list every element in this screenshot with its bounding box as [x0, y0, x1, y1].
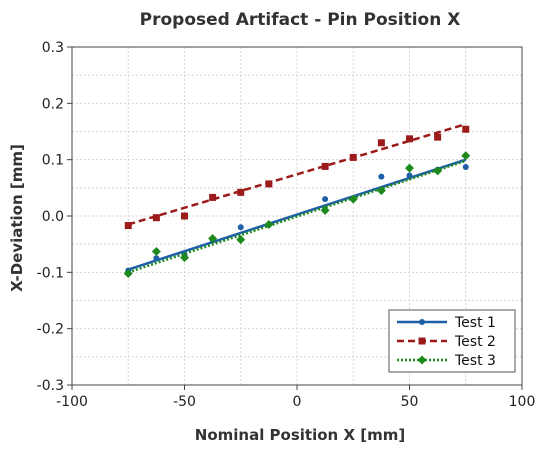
series-2-fit-line	[127, 122, 467, 226]
y-tick-label: 0.3	[42, 40, 64, 56]
legend-marker-1	[419, 319, 425, 325]
x-tick-label: 50	[401, 394, 419, 410]
series-2-point	[377, 139, 385, 147]
series-2-point	[152, 214, 160, 222]
series-2-point	[434, 133, 442, 141]
series-3-point	[180, 253, 189, 263]
legend-label-1: Test 1	[454, 315, 496, 331]
legend-box	[388, 309, 516, 373]
series-3-point	[376, 186, 386, 196]
series-3-point	[208, 234, 218, 244]
series-2-point	[265, 180, 273, 188]
x-axis-label: Nominal Position X [mm]	[195, 426, 405, 444]
series-3-point	[405, 163, 414, 173]
y-tick-label: -0.2	[37, 322, 64, 338]
series-3	[123, 151, 471, 278]
series-2-point	[209, 193, 217, 201]
series-1-point	[406, 172, 413, 179]
y-axis-label: X-Deviation [mm]	[8, 144, 26, 292]
series-1-point	[237, 224, 244, 231]
series-3-point	[348, 194, 358, 204]
series-3-point	[433, 166, 443, 176]
legend-label-3: Test 3	[454, 353, 496, 369]
y-tick-label: 0.0	[42, 209, 64, 225]
legend-label-2: Test 2	[454, 334, 496, 350]
x-tick-label: 100	[509, 394, 536, 410]
legend-marker-3	[417, 355, 427, 365]
legend-marker-2	[418, 337, 426, 345]
chart-title: Proposed Artifact - Pin Position X	[140, 10, 461, 30]
series-3-fit-line	[127, 159, 467, 274]
series-2-point	[349, 153, 357, 161]
y-tick-label: 0.2	[42, 96, 64, 112]
series-2-point	[237, 188, 245, 196]
y-tick-label: 0.1	[42, 153, 64, 169]
series-2-point	[406, 135, 413, 143]
series-layer	[123, 122, 471, 278]
series-2-point	[124, 222, 132, 230]
series-3-point	[236, 235, 246, 245]
series-1-point	[153, 255, 160, 262]
series-3-point	[320, 205, 330, 215]
series-3-point	[264, 219, 274, 229]
series-2-point	[321, 162, 329, 170]
series-2-point	[181, 212, 188, 220]
series-1-point	[322, 196, 329, 203]
series-3-point	[151, 246, 161, 256]
y-tick-label: -0.1	[37, 265, 64, 281]
x-tick-label: 0	[293, 394, 302, 410]
legend: Test 1 Test 2 Test 3	[388, 309, 516, 373]
series-2	[124, 122, 470, 230]
x-tick-label: -100	[56, 394, 88, 410]
series-2-point	[462, 125, 470, 133]
x-tick-label: -50	[173, 394, 196, 410]
y-tick-label: -0.3	[37, 378, 64, 394]
series-3-point	[123, 268, 133, 278]
series-1-point	[378, 173, 385, 180]
tick-layer: -100 -50 0 50 100 -0.3 -0.2 -0.1 0.0 0.1 0.2 0.3	[37, 40, 536, 410]
series-3-point	[461, 151, 471, 161]
series-1-point	[462, 163, 469, 170]
